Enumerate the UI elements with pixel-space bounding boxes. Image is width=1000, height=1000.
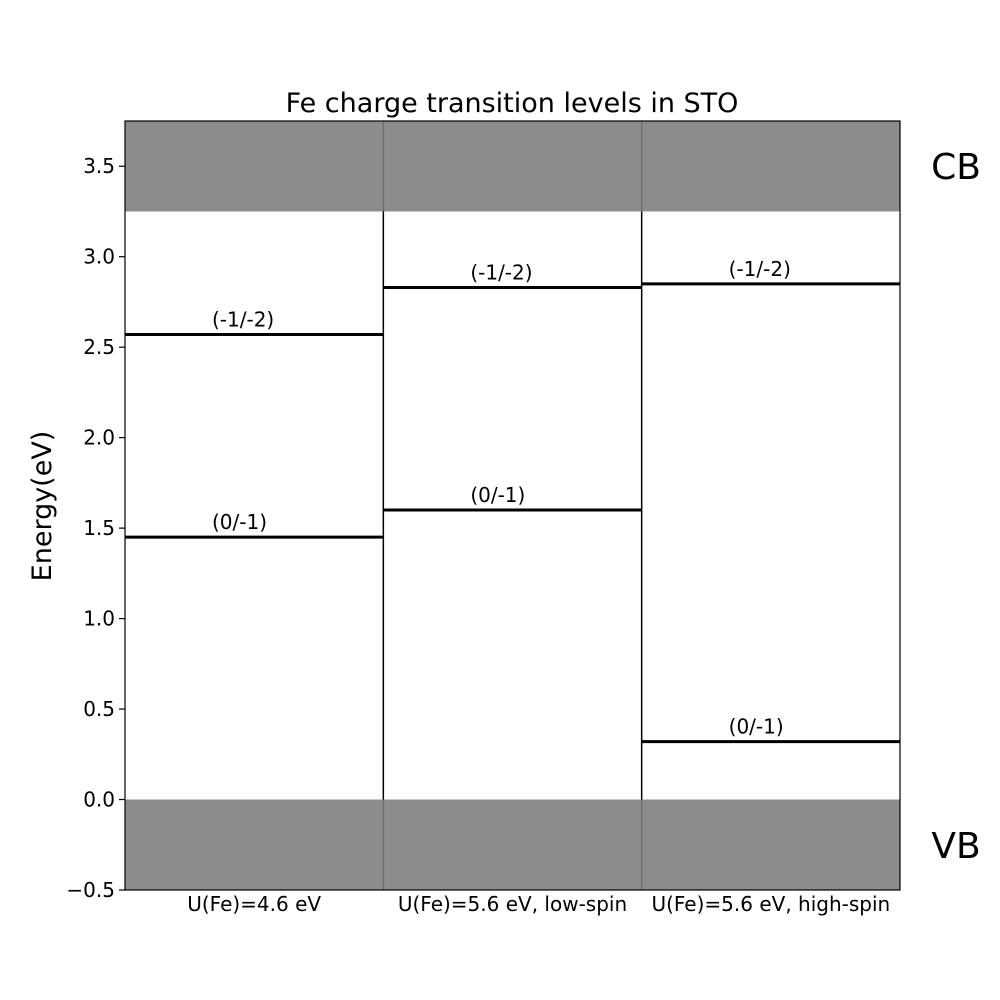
chart-title: Fe charge transition levels in STO bbox=[286, 88, 739, 119]
bands-layer: CB VB bbox=[125, 121, 981, 890]
valence-band bbox=[125, 799, 900, 890]
transition-level-label: (0/-1) bbox=[729, 715, 784, 739]
cb-label: CB bbox=[931, 147, 981, 188]
x-category-label: U(Fe)=4.6 eV bbox=[187, 892, 321, 916]
x-axis: U(Fe)=4.6 eV U(Fe)=5.6 eV, low-spin U(Fe)=… bbox=[187, 892, 890, 916]
transition-level-label: (0/-1) bbox=[212, 510, 267, 534]
transition-level-label: (-1/-2) bbox=[212, 308, 274, 332]
transition-level-label: (-1/-2) bbox=[470, 260, 532, 284]
y-tick-label: 3.0 bbox=[83, 245, 115, 269]
plot-frame bbox=[124, 120, 901, 891]
y-axis: −0.5 0.0 0.5 1.0 1.5 2.0 2.5 3.0 3.5 bbox=[66, 154, 125, 902]
x-category-label: U(Fe)=5.6 eV, low-spin bbox=[398, 892, 627, 916]
transition-level-label: (-1/-2) bbox=[729, 257, 791, 281]
transition-levels: (0/-1) (-1/-2) (0/-1) (-1/-2) (0/-1) (-1/-2) bbox=[125, 257, 900, 744]
y-tick-label: 1.5 bbox=[83, 516, 115, 540]
y-tick-label: 1.0 bbox=[83, 607, 115, 631]
y-axis-label: Energy(eV) bbox=[27, 431, 58, 582]
y-tick-label: 3.5 bbox=[83, 154, 115, 178]
transition-level-label: (0/-1) bbox=[470, 483, 525, 507]
y-tick-label: 2.5 bbox=[83, 335, 115, 359]
y-tick-label: 2.0 bbox=[83, 426, 115, 450]
y-tick-label: 0.0 bbox=[83, 788, 115, 812]
y-tick-label: −0.5 bbox=[66, 878, 115, 902]
x-category-label: U(Fe)=5.6 eV, high-spin bbox=[651, 892, 890, 916]
conduction-band bbox=[125, 121, 900, 212]
vb-label: VB bbox=[931, 826, 980, 867]
column-dividers bbox=[382, 121, 643, 890]
y-tick-label: 0.5 bbox=[83, 697, 115, 721]
